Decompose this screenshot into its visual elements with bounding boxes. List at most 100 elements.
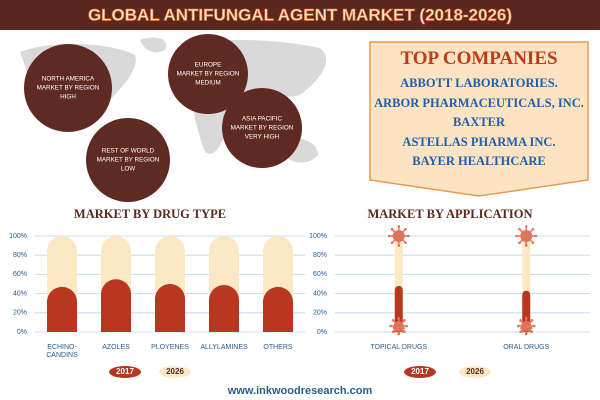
- virus-tip: [397, 331, 401, 335]
- virus-tip: [520, 326, 523, 330]
- virus-icon: [515, 225, 538, 247]
- virus-tip: [519, 319, 522, 322]
- y-tick-label: 0%: [17, 329, 27, 336]
- bar: [209, 284, 239, 332]
- y-tick-label: 100%: [9, 233, 27, 240]
- virus-tip: [389, 324, 393, 328]
- y-tick-label: 40%: [13, 290, 27, 297]
- company: BAYER HEALTHCARE: [412, 154, 546, 168]
- virus-tip: [534, 234, 538, 238]
- virus-tip: [394, 323, 397, 326]
- top-companies: TOP COMPANIES ABBOTT LABORATORIES. ARBOR P…: [370, 42, 588, 172]
- virus-tip: [407, 234, 410, 238]
- y-tick-label: 0%: [317, 329, 327, 336]
- title-band: [0, 0, 600, 30]
- region-label: REST OF WORLD: [102, 148, 155, 155]
- virus-tip: [531, 241, 535, 245]
- y-tick-label: 80%: [313, 252, 327, 259]
- region-circle: [86, 118, 170, 202]
- virus-tip: [387, 234, 391, 238]
- virus-tip: [530, 330, 534, 333]
- region-label: MARKET BY REGION: [97, 157, 160, 164]
- legend-swatch: [159, 366, 191, 378]
- region-label: MARKET BY REGION: [37, 85, 100, 92]
- virus-tip: [400, 330, 404, 333]
- x-tick-label: TOPICAL DRUGS: [370, 344, 428, 351]
- virus-tip: [397, 316, 401, 320]
- region-label: VERY HIGH: [245, 134, 280, 141]
- bar: [47, 286, 77, 332]
- virus-tip: [521, 323, 525, 326]
- virus-tip: [528, 323, 531, 326]
- bar: [101, 279, 131, 332]
- legend-label: 2026: [166, 367, 184, 376]
- region-label: ASIA PACIFIC: [242, 116, 283, 123]
- x-tick-label: ORAL DRUGS: [503, 344, 550, 351]
- region-circle: [24, 44, 112, 132]
- virus-tip: [521, 330, 525, 333]
- virus-tip: [524, 225, 528, 228]
- bar: [263, 286, 293, 332]
- virus-tip: [405, 324, 409, 328]
- virus-tip: [390, 227, 394, 231]
- virus-tip: [390, 241, 394, 245]
- region-label: HIGH: [60, 94, 76, 101]
- virus-tip: [528, 330, 531, 333]
- y-tick-label: 60%: [13, 271, 27, 278]
- region-label: NORTH AMERICA: [42, 76, 95, 83]
- virus-tip: [403, 319, 406, 322]
- virus-tip: [392, 326, 396, 330]
- virus-tip: [524, 316, 528, 320]
- region-circle: [222, 88, 302, 168]
- virus-tip: [515, 234, 518, 238]
- legend-swatch: [459, 366, 491, 378]
- x-tick-label: AZOLES: [102, 344, 130, 351]
- bar: [155, 284, 185, 332]
- virus-tip: [400, 323, 404, 326]
- virus-body: [392, 230, 405, 242]
- company: ASTELLAS PHARMA INC.: [402, 134, 556, 149]
- y-tick-label: 60%: [313, 271, 327, 278]
- virus-tip: [516, 324, 520, 328]
- virus-tip: [404, 227, 407, 231]
- virus-tip: [531, 227, 535, 231]
- virus-icon: [520, 321, 533, 335]
- y-tick-label: 40%: [313, 290, 327, 297]
- region-label: MARKET BY REGION: [231, 125, 294, 132]
- virus-tip: [404, 241, 407, 245]
- y-tick-label: 20%: [313, 310, 327, 317]
- footer: www.inkwoodresearch.com: [227, 385, 373, 397]
- legend-swatch: [109, 366, 141, 378]
- y-tick-label: 20%: [13, 310, 27, 317]
- y-tick-label: 100%: [309, 233, 327, 240]
- virus-tip: [524, 331, 528, 335]
- region-label: LOW: [121, 166, 135, 173]
- virus-body: [523, 325, 530, 331]
- virus-tip: [397, 244, 401, 247]
- virus-tip: [391, 330, 395, 333]
- region-circle: [168, 34, 248, 114]
- virus-tip: [402, 326, 405, 330]
- x-tick-label: OTHERS: [263, 344, 293, 351]
- region-label: EUROPE: [195, 62, 222, 69]
- legend-label: 2017: [411, 367, 429, 376]
- virus-icon: [392, 321, 405, 335]
- virus-icon: [387, 225, 410, 247]
- y-tick-label: 80%: [13, 252, 27, 259]
- virus-tip: [524, 321, 528, 325]
- bar: [394, 285, 403, 332]
- company: ARBOR PHARMACEUTICALS, INC.: [374, 95, 584, 110]
- chart-title: MARKET BY DRUG TYPE: [74, 207, 226, 221]
- virus-tip: [519, 330, 522, 333]
- virus-tip: [518, 227, 521, 231]
- region-label: MEDIUM: [195, 80, 221, 87]
- virus-tip: [397, 321, 401, 325]
- x-tick-label: ECHINO-CANDINS: [46, 344, 78, 359]
- chart-title: MARKET BY APPLICATION: [367, 207, 532, 221]
- title: GLOBAL ANTIFUNGAL AGENT MARKET (2018-202…: [88, 5, 512, 24]
- x-tick-label: ALLYLAMINES: [200, 344, 248, 351]
- virus-tip: [403, 330, 406, 333]
- x-tick-label: PLOYENES: [151, 344, 189, 351]
